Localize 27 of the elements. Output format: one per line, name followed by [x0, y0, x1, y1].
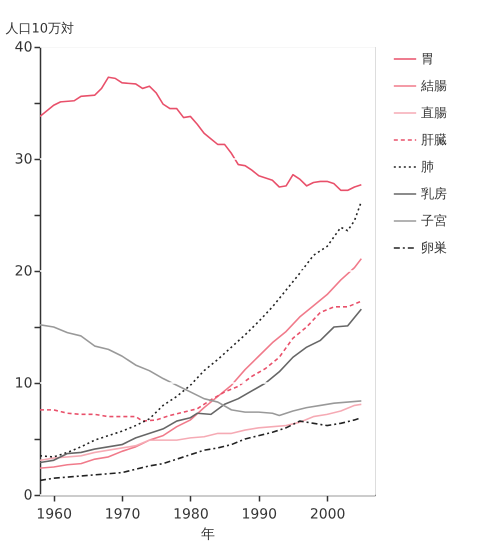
y-tick-label: 30 [14, 152, 32, 168]
y-tick-label: 0 [24, 488, 32, 504]
x-tick-label: 2000 [310, 506, 346, 522]
x-tick-label: 1970 [104, 506, 140, 522]
y-tick-label: 40 [14, 40, 32, 56]
line-series [40, 258, 362, 469]
x-tick-label: 1980 [173, 506, 209, 522]
y-tick-label: 20 [14, 264, 32, 280]
x-tick-label: 1960 [36, 506, 72, 522]
line-series [40, 76, 362, 192]
legend-label: 肝臓 [421, 133, 447, 148]
line-series [40, 308, 362, 464]
legend-label: 子宮 [421, 213, 447, 229]
legend-label: 乳房 [421, 186, 447, 202]
legend-label: 卵巣 [421, 241, 447, 256]
legend-label: 胃 [421, 52, 434, 67]
line-series [40, 300, 362, 422]
legend-label: 結腸 [420, 79, 447, 94]
legend-label: 直腸 [421, 106, 447, 121]
line-series [40, 324, 362, 416]
line-series [40, 403, 362, 462]
legend-label: 肺 [421, 160, 434, 175]
y-axis-title: 人口10万対 [6, 20, 74, 36]
y-tick-label: 10 [14, 376, 32, 392]
line-series [40, 200, 362, 458]
x-tick-label: 1990 [241, 506, 278, 522]
x-axis-title: 年 [201, 526, 215, 542]
